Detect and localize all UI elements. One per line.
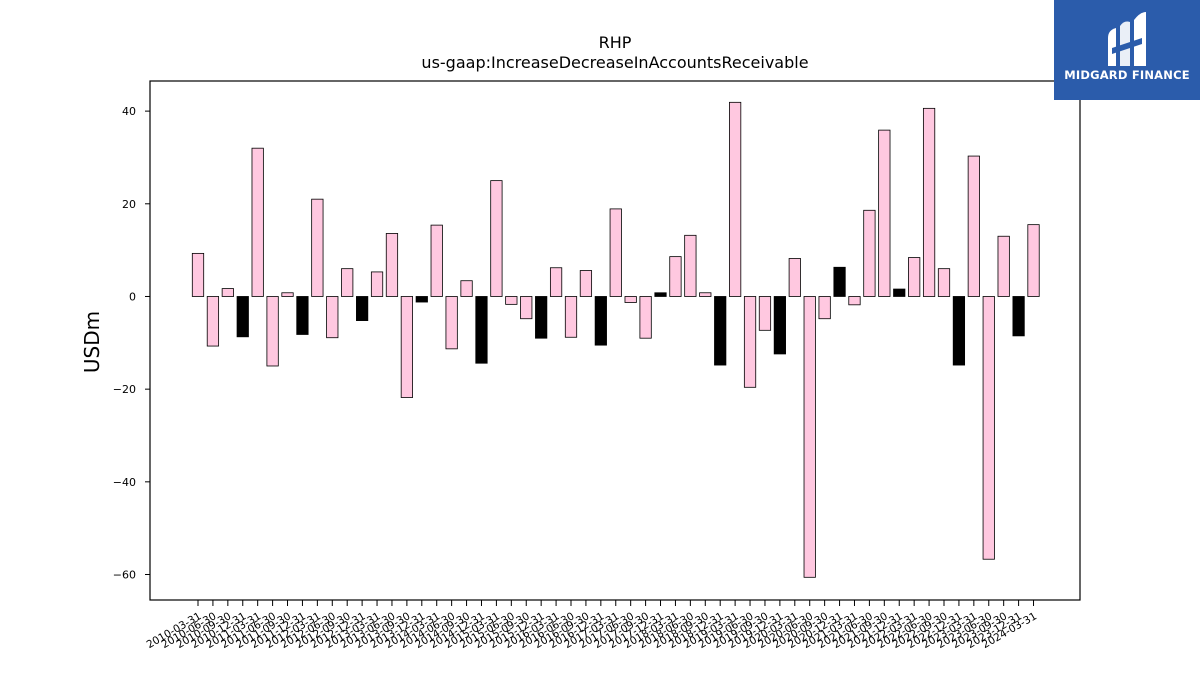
bars-group	[191, 101, 1040, 578]
bar-2017-09-30	[639, 296, 652, 339]
y-axis-label: USDm	[80, 311, 104, 373]
bar-2022-12-31	[952, 296, 966, 366]
bar-2011-06-30	[266, 296, 279, 367]
plot-frame	[149, 80, 1081, 601]
bar-2015-06-30	[505, 296, 518, 305]
bar-2020-12-31	[833, 266, 846, 297]
bar-2018-09-30	[699, 292, 712, 297]
bar-2013-12-31	[415, 296, 428, 303]
bar-2020-09-30	[818, 296, 831, 320]
bar-2015-12-31	[535, 296, 548, 339]
bar-2019-12-31	[773, 296, 786, 355]
bar-2015-09-30	[520, 296, 533, 320]
y-tick-label: 20	[122, 198, 136, 211]
bar-2014-03-31	[430, 224, 443, 297]
brand-logo: MIDGARD FINANCE	[1054, 0, 1200, 100]
bar-2023-12-31	[1012, 296, 1025, 337]
bar-2023-03-31	[967, 155, 980, 297]
bar-2017-06-30	[624, 296, 637, 303]
bar-2018-06-30	[684, 234, 697, 297]
y-tick-label: 40	[122, 105, 136, 118]
bar-2010-09-30	[221, 288, 234, 297]
x-axis-ticks: 2010-03-312010-06-302010-09-302010-12-31…	[145, 600, 1039, 651]
bar-2010-12-31	[236, 296, 249, 338]
bar-2015-03-31	[490, 180, 503, 297]
bar-2022-03-31	[908, 257, 921, 297]
y-tick-label: −40	[113, 476, 136, 489]
bar-2013-03-31	[370, 271, 384, 297]
bar-2018-03-31	[669, 256, 682, 297]
bar-2011-03-31	[251, 147, 264, 297]
bar-2016-09-30	[579, 270, 593, 297]
bar-2021-06-30	[863, 209, 876, 297]
bar-2017-03-31	[609, 208, 622, 297]
bar-2020-03-31	[788, 258, 801, 297]
bar-2012-03-31	[311, 198, 324, 297]
bar-2021-03-31	[848, 296, 861, 306]
bar-2014-06-30	[445, 296, 458, 350]
bar-2022-06-30	[922, 107, 936, 297]
chart-title: RHP	[599, 33, 632, 52]
chart-subtitle: us-gaap:IncreaseDecreaseInAccountsReceiv…	[421, 53, 808, 72]
bar-2012-12-31	[356, 296, 369, 321]
bar-2019-06-30	[743, 296, 757, 388]
bar-2020-06-30	[803, 296, 816, 578]
bar-2019-09-30	[758, 296, 772, 331]
bar-2011-09-30	[281, 292, 294, 297]
bar-2023-06-30	[982, 296, 995, 560]
bar-2021-09-30	[878, 129, 891, 297]
bar-2014-12-31	[475, 296, 488, 364]
bar-2024-03-31	[1027, 224, 1040, 297]
bar-2011-12-31	[296, 296, 309, 335]
bar-2016-03-31	[549, 267, 563, 297]
bar-2012-09-30	[341, 268, 354, 297]
bar-2023-09-30	[997, 235, 1010, 297]
y-axis-ticks: 40 20 0 −20 −40 −60	[113, 105, 150, 582]
logo-text: MIDGARD FINANCE	[1064, 68, 1190, 82]
y-tick-label: −20	[113, 383, 136, 396]
bar-2013-06-30	[385, 233, 399, 297]
bar-2010-03-31	[191, 252, 205, 297]
y-tick-label: −60	[113, 569, 136, 582]
bar-2021-12-31	[893, 288, 906, 297]
bar-2017-12-31	[654, 292, 667, 297]
bar-2022-09-30	[937, 268, 951, 297]
bar-2014-09-30	[460, 280, 473, 297]
bar-2012-06-30	[326, 296, 339, 339]
bar-2019-03-31	[729, 101, 742, 297]
bar-2013-09-30	[400, 296, 413, 398]
bar-2010-06-30	[206, 296, 220, 347]
y-tick-label: 0	[129, 290, 136, 303]
midgard-logo-icon	[1108, 12, 1146, 66]
bar-2016-06-30	[564, 296, 578, 338]
bar-2016-12-31	[594, 296, 607, 346]
bar-2018-12-31	[714, 296, 727, 366]
